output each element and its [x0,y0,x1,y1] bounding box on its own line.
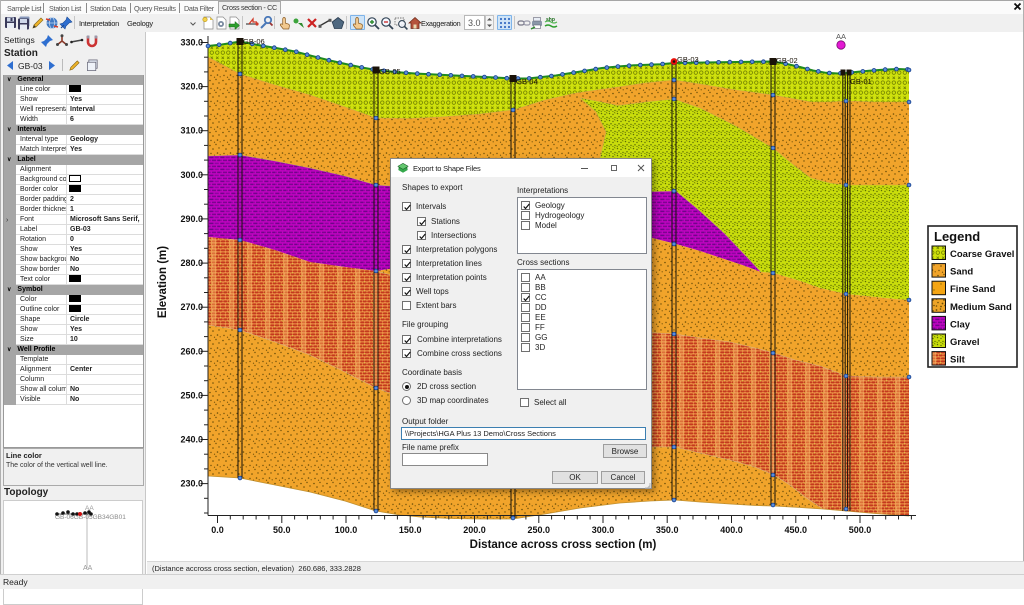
svg-text:GB-02: GB-02 [776,56,798,65]
svg-text:AA: AA [85,505,94,512]
svg-text:Silt: Silt [950,355,966,366]
svg-text:500.0: 500.0 [849,525,872,535]
svg-text:400.0: 400.0 [720,525,743,535]
svg-text:450.0: 450.0 [785,525,808,535]
svg-text:50.0: 50.0 [273,525,291,535]
svg-text:250.0: 250.0 [180,390,203,400]
svg-text:shp: shp [546,17,555,23]
svg-text:Gravel: Gravel [950,337,980,348]
svg-text:GB-04: GB-04 [516,77,538,86]
svg-text:Coarse Gravel: Coarse Gravel [950,249,1014,260]
svg-text:GB-06GB-05GB34GB01: GB-06GB-05GB34GB01 [55,514,126,521]
svg-text:0.0: 0.0 [211,525,224,535]
svg-text:Elevation (m): Elevation (m) [157,246,169,318]
svg-text:300.0: 300.0 [592,525,615,535]
svg-text:200.0: 200.0 [463,525,486,535]
svg-text:350.0: 350.0 [656,525,679,535]
svg-text:240.0: 240.0 [180,435,203,445]
svg-text:150.0: 150.0 [399,525,422,535]
svg-text:310.0: 310.0 [180,126,203,136]
svg-text:AA: AA [83,565,93,572]
svg-text:Legend: Legend [934,229,980,244]
svg-text:300.0: 300.0 [180,170,203,180]
svg-text:Medium Sand: Medium Sand [950,302,1012,313]
svg-text:260.0: 260.0 [180,346,203,356]
svg-text:100.0: 100.0 [335,525,358,535]
svg-text:280.0: 280.0 [180,258,203,268]
svg-text:GB-03: GB-03 [677,55,699,64]
svg-text:Clay: Clay [950,319,971,330]
svg-text:290.0: 290.0 [180,214,203,224]
svg-text:230.0: 230.0 [180,479,203,489]
svg-text:320.0: 320.0 [180,82,203,92]
svg-text:Sand: Sand [950,267,973,278]
svg-text:330.0: 330.0 [180,38,203,48]
svg-text:Fine Sand: Fine Sand [950,284,996,295]
svg-text:GB-05: GB-05 [379,67,401,76]
svg-text:250.0: 250.0 [528,525,551,535]
svg-text:GB-01: GB-01 [850,77,872,86]
svg-text:270.0: 270.0 [180,302,203,312]
svg-text:GB-06: GB-06 [243,37,265,46]
svg-text:AA: AA [836,32,846,41]
svg-text:Distance across cross section: Distance across cross section (m) [470,539,657,551]
